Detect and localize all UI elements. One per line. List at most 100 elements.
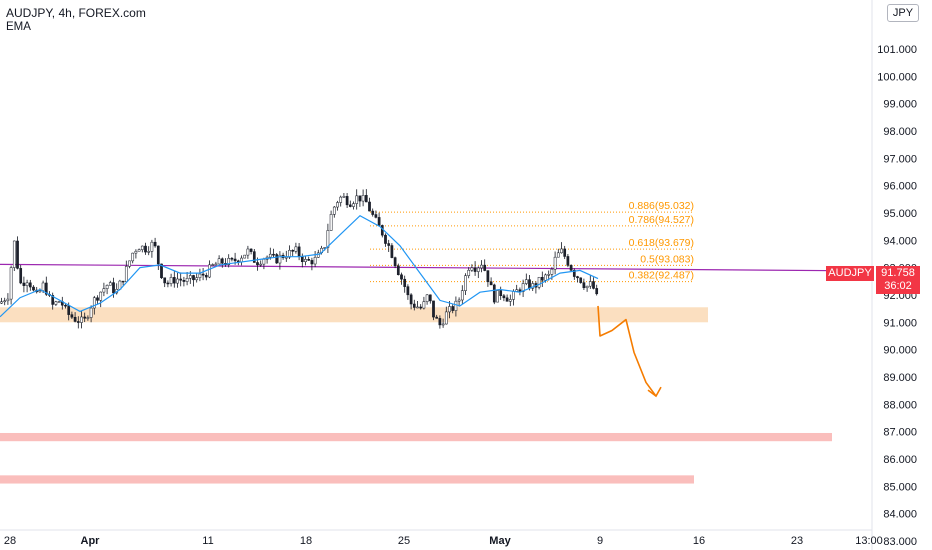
candle-up	[102, 288, 106, 293]
candle-down	[364, 195, 368, 203]
candle-down	[569, 265, 573, 271]
candle-down	[96, 297, 99, 301]
candle-down	[70, 314, 74, 318]
target-zone-1	[0, 432, 832, 442]
candle-down	[492, 284, 496, 303]
candle-up	[544, 274, 547, 281]
candle-up	[448, 306, 451, 313]
symbol-price-tag: AUDJPY	[826, 266, 874, 281]
candle-down	[540, 276, 544, 281]
candle-down	[438, 318, 442, 326]
candle-down	[566, 256, 570, 266]
candle-down	[83, 316, 87, 319]
candle-down	[348, 204, 352, 207]
time-tick: May	[489, 535, 511, 547]
candle-down	[166, 282, 170, 285]
time-axis: 28 Apr 11 18 25 May 9 16 23 13:00	[4, 535, 883, 547]
candle-up	[304, 259, 307, 262]
support-zone	[0, 307, 708, 323]
candle-up	[124, 266, 128, 282]
candle-up	[355, 195, 359, 204]
candle-down	[67, 305, 71, 315]
currency-badge[interactable]: JPY	[887, 4, 919, 22]
price-tick: 101.000	[877, 44, 917, 56]
candle-down	[230, 258, 234, 260]
candle-up	[99, 291, 103, 301]
projection-path	[597, 305, 657, 397]
candle-up	[134, 250, 138, 254]
candle-down	[403, 278, 407, 287]
candle-up	[243, 254, 247, 259]
candle-up	[147, 251, 151, 253]
candle-down	[163, 277, 167, 284]
candle-up	[547, 274, 551, 276]
candle-down	[499, 290, 503, 296]
candle-down	[371, 210, 375, 215]
candle-down	[291, 249, 295, 252]
candle-down	[368, 201, 371, 212]
candle-up	[198, 273, 202, 278]
candle-down	[473, 267, 477, 272]
zones-layer	[0, 307, 832, 484]
candle-up	[9, 267, 13, 300]
candle-down	[582, 282, 586, 289]
price-tick: 84.000	[883, 509, 917, 521]
candle-up	[550, 268, 554, 275]
candle-up	[556, 252, 560, 258]
last-price-value: 91.758	[881, 267, 915, 279]
candle-down	[572, 270, 576, 277]
candle-down	[73, 316, 77, 322]
time-tick: 13:00	[855, 535, 883, 547]
projection-arrowhead	[647, 386, 662, 398]
price-tick: 95.000	[883, 208, 917, 220]
candle-up	[457, 299, 461, 302]
candle-up	[217, 258, 221, 265]
price-tick: 100.000	[877, 71, 917, 83]
candle-up	[259, 263, 263, 266]
candle-down	[595, 288, 599, 295]
candle-down	[387, 243, 391, 246]
indicator-label[interactable]: EMA	[6, 21, 31, 33]
candle-up	[284, 256, 288, 259]
candle-up	[342, 196, 346, 198]
candle-up	[294, 246, 298, 252]
price-tick: 96.000	[883, 181, 917, 193]
symbol-title[interactable]: AUDJPY, 4h, FOREX.com	[6, 6, 146, 20]
candle-up	[12, 240, 16, 268]
candle-down	[432, 300, 435, 318]
candle-down	[435, 316, 439, 319]
candle-up	[512, 291, 515, 300]
time-tick: 28	[4, 535, 16, 547]
candle-up	[150, 241, 154, 252]
candle-down	[576, 276, 579, 279]
candle-down	[44, 282, 48, 295]
candle-down	[16, 240, 19, 269]
candle-up	[240, 257, 243, 263]
candle-down	[345, 196, 349, 206]
candle-down	[400, 274, 403, 280]
candle-up	[268, 253, 272, 258]
candle-up	[444, 311, 448, 325]
candle-down	[396, 265, 400, 276]
time-tick: Apr	[81, 535, 101, 547]
candle-up	[89, 307, 93, 318]
time-tick: 25	[398, 535, 410, 547]
candle-down	[156, 245, 160, 265]
candle-up	[169, 277, 173, 284]
candle-up	[176, 278, 179, 284]
projection-layer	[597, 305, 662, 398]
candle-down	[19, 268, 23, 284]
candle-up	[185, 278, 189, 282]
candle-up	[316, 252, 320, 258]
target-zone-2	[0, 475, 694, 484]
candle-down	[428, 294, 432, 302]
price-tick: 83.000	[883, 536, 917, 548]
candle-up	[278, 254, 282, 264]
candle-down	[204, 274, 208, 278]
candle-up	[137, 249, 141, 252]
candle-up	[131, 252, 135, 262]
candle-down	[505, 297, 509, 302]
candle-up	[467, 269, 471, 276]
candle-up	[105, 285, 109, 289]
